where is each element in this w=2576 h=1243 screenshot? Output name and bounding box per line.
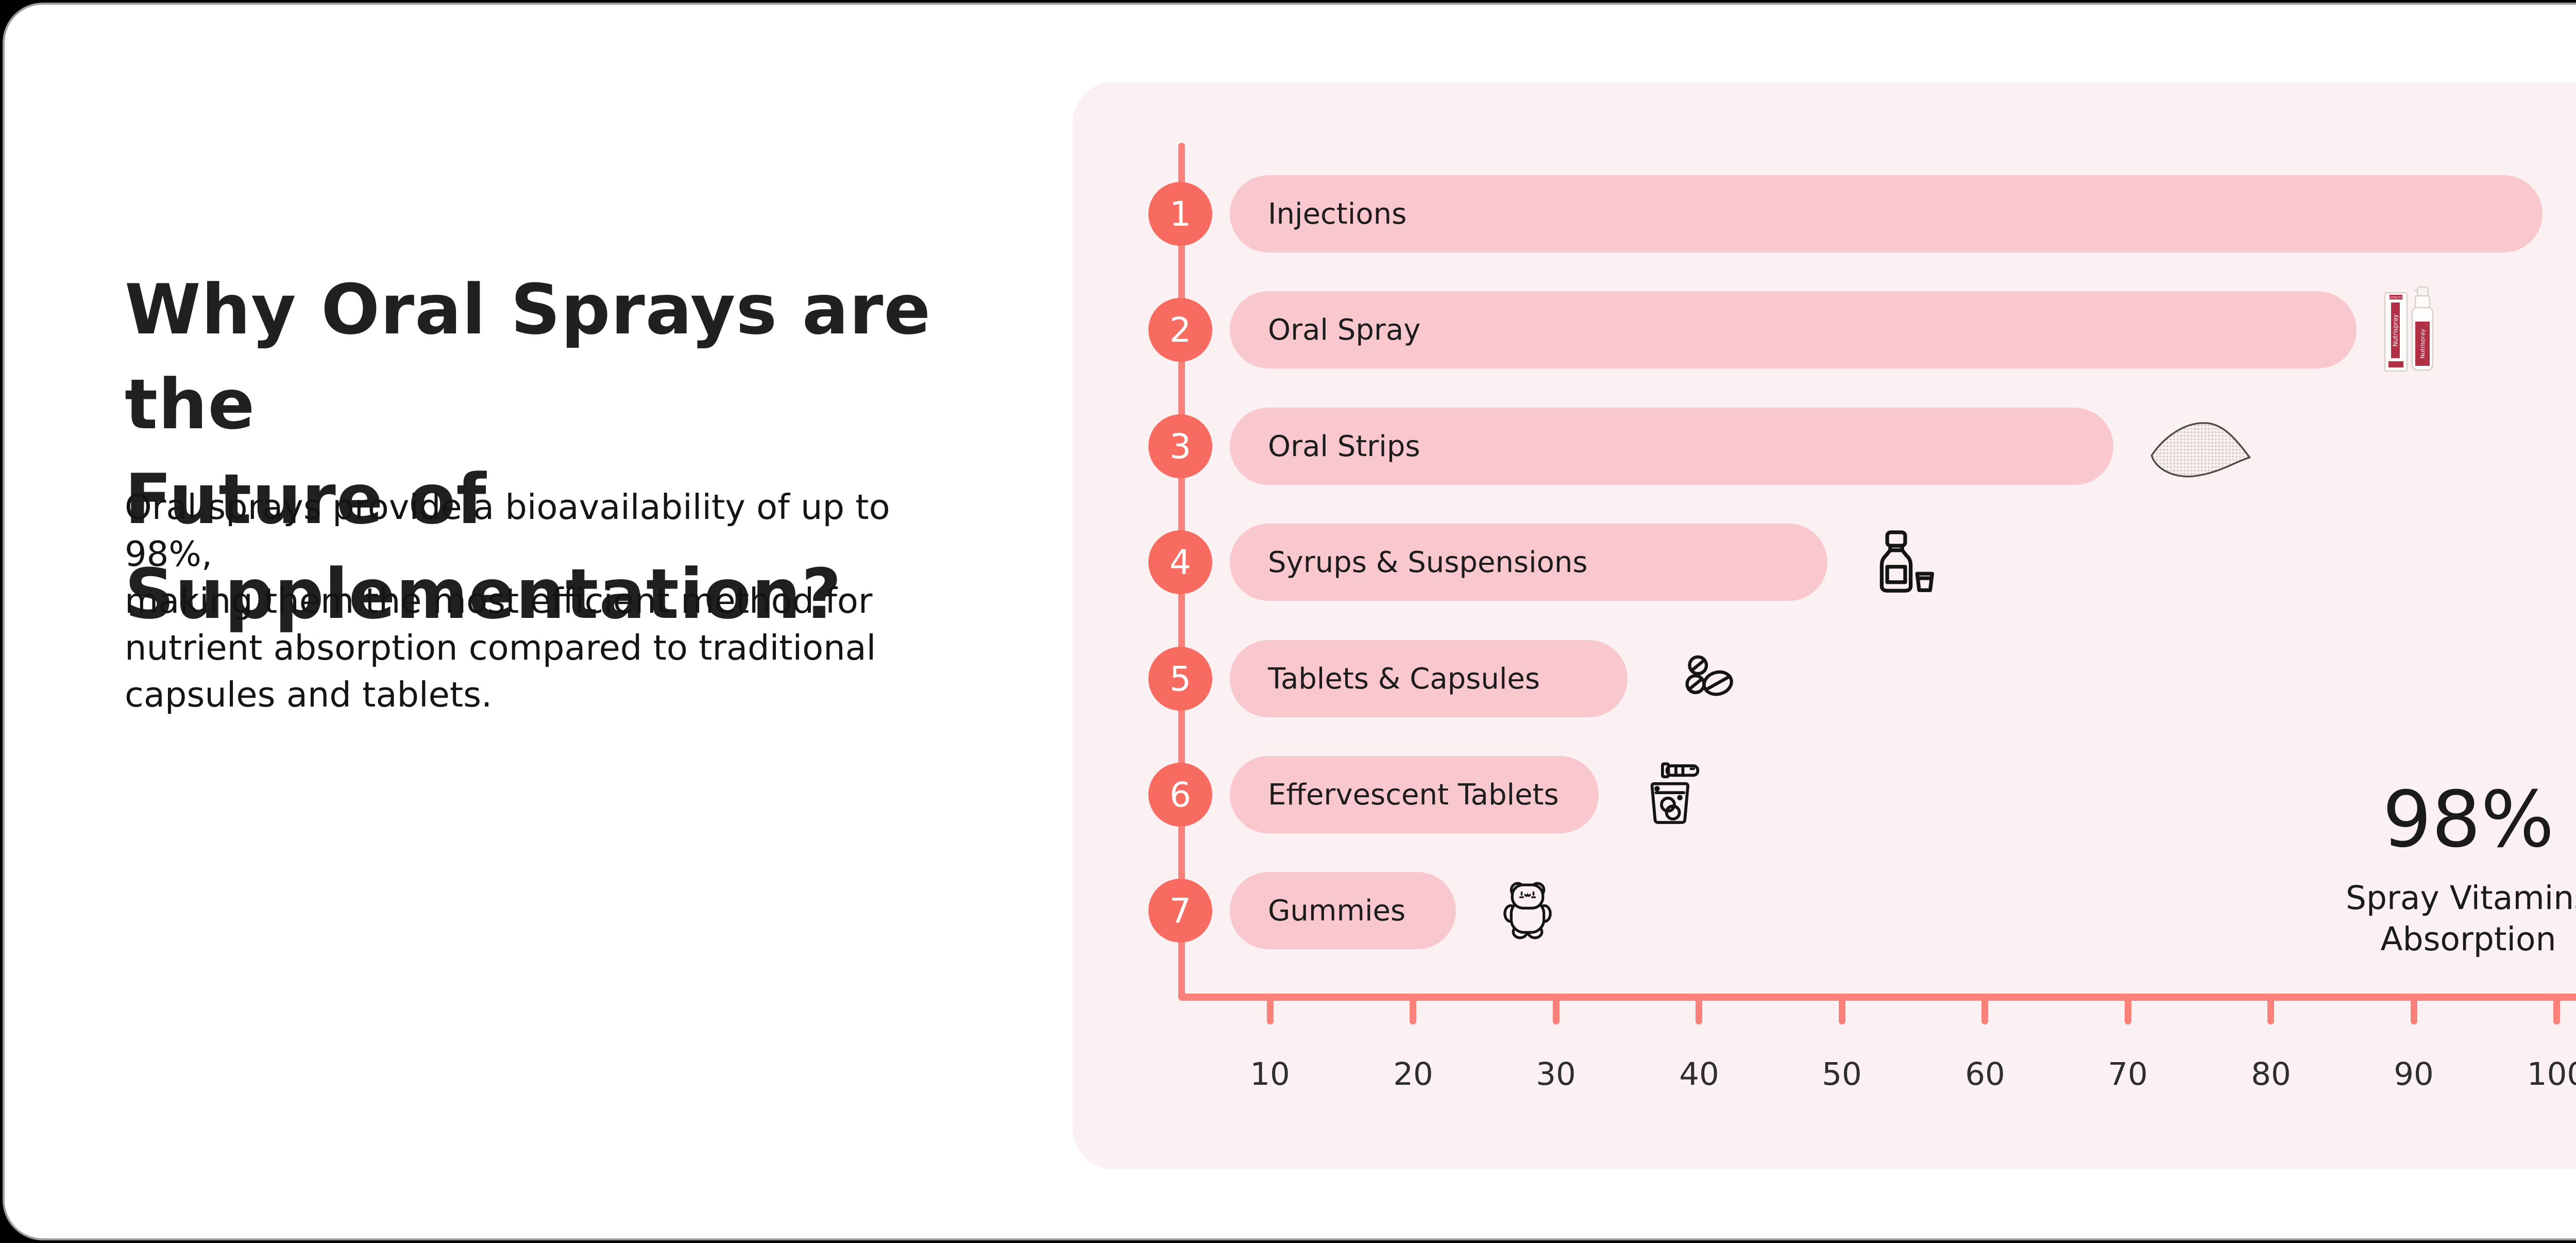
axis-tick (1410, 1000, 1416, 1024)
product-variant-text: VITALITY (2390, 296, 2402, 299)
oral-strip-icon (2148, 414, 2253, 480)
bar-row: Gummies (1230, 872, 1456, 949)
axis-tick (2411, 1000, 2417, 1024)
bar-label: Effervescent Tablets (1268, 778, 1559, 812)
step-number-circle: 1 (1148, 182, 1212, 246)
absorption-annotation: 98% Spray Vitamins Absorption (2288, 779, 2576, 960)
intro-line: Oral sprays provide a bioavailability of… (125, 487, 890, 574)
bar-label: Tablets & Capsules (1268, 662, 1540, 696)
axis-tick-label: 70 (2108, 1056, 2148, 1093)
axis-tick-label: 100 (2527, 1056, 2576, 1093)
axis-tick (1839, 1000, 1845, 1024)
bar-row: Effervescent Tablets (1230, 756, 1599, 833)
spray-product-photo: VITALITY Nutrispray Nutrispray (2383, 284, 2436, 377)
bar-label: Oral Spray (1268, 313, 1421, 347)
bar-row: Oral Spray (1230, 291, 2357, 368)
axis-tick (2267, 1000, 2274, 1024)
bar-row: Injections (1230, 175, 2543, 253)
axis-tick (1267, 1000, 1274, 1024)
product-brand-text: Nutrispray (2392, 314, 2399, 347)
axis-tick (2553, 1000, 2560, 1024)
bar-label: Oral Strips (1268, 429, 1420, 463)
axis-tick-label: 60 (1965, 1056, 2005, 1093)
absorption-value: 98% (2382, 775, 2554, 865)
page-title: Why Oral Sprays are the Future of Supple… (125, 262, 1073, 642)
page-title-line: Future of Supplementation? (125, 459, 842, 634)
absorption-label: Spray Vitamins Absorption (2346, 879, 2576, 958)
bar-label: Syrups & Suspensions (1268, 545, 1588, 579)
bar-label: Injections (1268, 197, 1407, 231)
step-number-circle: 4 (1148, 530, 1212, 594)
gummy-bear-icon (1503, 881, 1552, 943)
bar-label: Gummies (1268, 894, 1406, 928)
step-number-circle: 6 (1148, 763, 1212, 827)
chart-panel: 98% Spray Vitamins Absorption 1 Injection… (1073, 82, 2576, 1169)
intro-paragraph: Oral sprays provide a bioavailability of… (125, 484, 949, 718)
step-number-circle: 3 (1148, 414, 1212, 478)
intro-line: nutrient absorption compared to traditio… (125, 628, 876, 668)
axis-tick-label: 90 (2394, 1056, 2434, 1093)
intro-line: capsules and tablets. (125, 675, 493, 715)
axis-tick-label: 20 (1393, 1056, 1433, 1093)
infographic-card: Why Oral Sprays are the Future of Supple… (3, 3, 2576, 1240)
bar-row: Oral Strips (1230, 408, 2113, 485)
axis-tick-label: 40 (1679, 1056, 1719, 1093)
page-title-line: Why Oral Sprays are the (125, 270, 931, 445)
axis-tick (1696, 1000, 1702, 1024)
axis-tick-label: 80 (2251, 1056, 2291, 1093)
x-axis-line (1178, 994, 2576, 1001)
axis-tick-label: 30 (1536, 1056, 1576, 1093)
axis-tick (1981, 1000, 1988, 1024)
pills-icon (1680, 653, 1736, 707)
axis-tick (2125, 1000, 2131, 1024)
intro-line: making them the most efficient method fo… (125, 581, 873, 621)
axis-tick-label: 10 (1250, 1056, 1290, 1093)
product-brand-text: Nutrispray (2419, 329, 2426, 359)
syrup-bottle-icon (1872, 530, 1937, 597)
step-number-circle: 7 (1148, 879, 1212, 943)
axis-tick-label: 50 (1822, 1056, 1862, 1093)
step-number-circle: 2 (1148, 298, 1212, 362)
step-number-circle: 5 (1148, 647, 1212, 711)
bar-row: Syrups & Suspensions (1230, 524, 1827, 601)
axis-tick (1553, 1000, 1560, 1024)
effervescent-glass-icon (1647, 762, 1703, 830)
bar-row: Tablets & Capsules (1230, 640, 1628, 717)
